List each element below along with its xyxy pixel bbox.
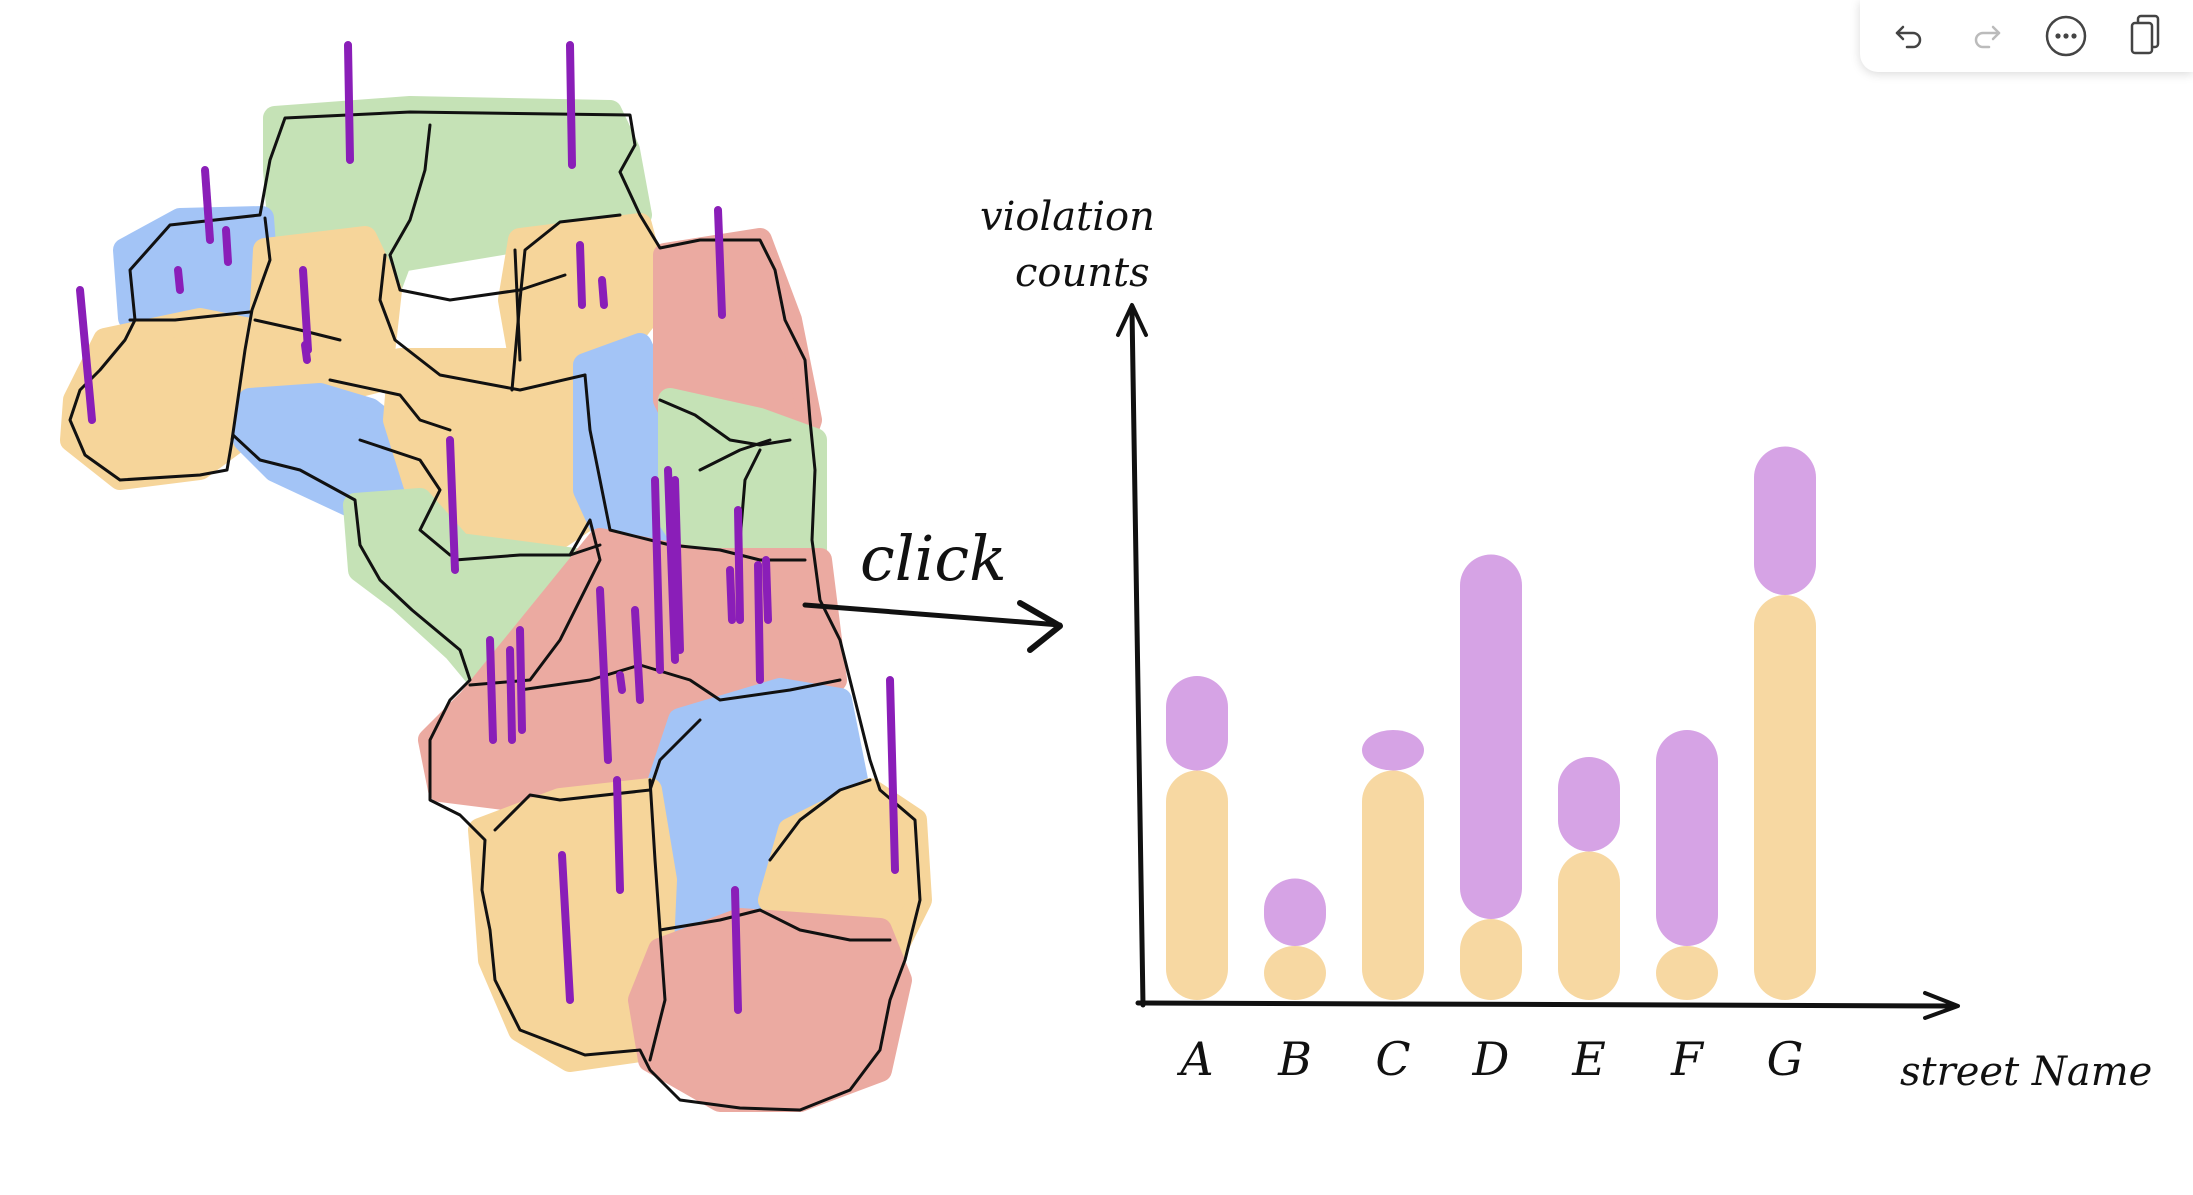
map-region[interactable]: [628, 908, 912, 1112]
x-tick-label-D: D: [1472, 1032, 1510, 1086]
bar-A-segment-1[interactable]: [1166, 770, 1228, 1001]
x-axis-label: street Name: [1900, 1049, 2152, 1095]
chart-bars[interactable]: [1166, 446, 1816, 1001]
undo-arrow-icon: [1895, 25, 1922, 49]
undo-button[interactable]: [1879, 6, 1939, 66]
redo-button[interactable]: [1957, 6, 2017, 66]
bar-F-segment-1[interactable]: [1656, 946, 1718, 1000]
y-axis-arrowhead: [1116, 303, 1148, 337]
map-region[interactable]: [113, 206, 280, 330]
more-options-icon: [2045, 15, 2086, 57]
x-tick-label-B: B: [1277, 1032, 1312, 1086]
redo-arrow-icon: [1975, 25, 2001, 49]
y-axis-label-line-2: counts: [1015, 250, 1150, 296]
map-sketch[interactable]: [60, 41, 932, 1112]
x-tick-label-C: C: [1375, 1032, 1410, 1086]
click-arrow: click: [802, 522, 1063, 653]
x-axis: [1135, 1000, 1958, 1009]
x-axis-arrowhead: [1923, 991, 1960, 1020]
bar-chart[interactable]: A B C D E F G violation counts street Name: [980, 194, 2152, 1095]
copy-icon: [2130, 14, 2160, 55]
bar-E-segment-1[interactable]: [1558, 851, 1620, 1001]
x-tick-label-F: F: [1670, 1032, 1705, 1086]
x-tick-label-A: A: [1176, 1032, 1213, 1086]
bar-B-segment-2[interactable]: [1264, 878, 1326, 947]
bar-D-segment-1[interactable]: [1460, 919, 1522, 1000]
arrow-label: click: [860, 522, 1007, 595]
bar-C-segment-2[interactable]: [1362, 730, 1424, 771]
bar-A-segment-2[interactable]: [1166, 676, 1228, 771]
map-region[interactable]: [246, 226, 402, 412]
more-options-button[interactable]: [2036, 6, 2096, 66]
y-axis-label-line-1: violation: [980, 194, 1155, 240]
bar-B-segment-1[interactable]: [1264, 946, 1326, 1000]
bar-G-segment-2[interactable]: [1754, 446, 1816, 596]
y-axis-label: violation counts: [980, 194, 1168, 296]
x-tick-label-G: G: [1767, 1032, 1804, 1086]
map-region[interactable]: [573, 333, 677, 557]
canvas-toolbar: [1860, 0, 2193, 72]
bar-D-segment-2[interactable]: [1460, 554, 1522, 920]
x-tick-label-E: E: [1571, 1032, 1606, 1086]
bar-E-segment-2[interactable]: [1558, 757, 1620, 852]
copy-button[interactable]: [2114, 6, 2174, 66]
bar-G-segment-1[interactable]: [1754, 595, 1816, 1000]
bar-F-segment-2[interactable]: [1656, 730, 1718, 946]
y-axis: [1129, 307, 1146, 1008]
bar-C-segment-1[interactable]: [1362, 770, 1424, 1001]
violation-spikes: [76, 41, 899, 1014]
x-tick-labels: A B C D E F G: [1176, 1032, 1803, 1086]
